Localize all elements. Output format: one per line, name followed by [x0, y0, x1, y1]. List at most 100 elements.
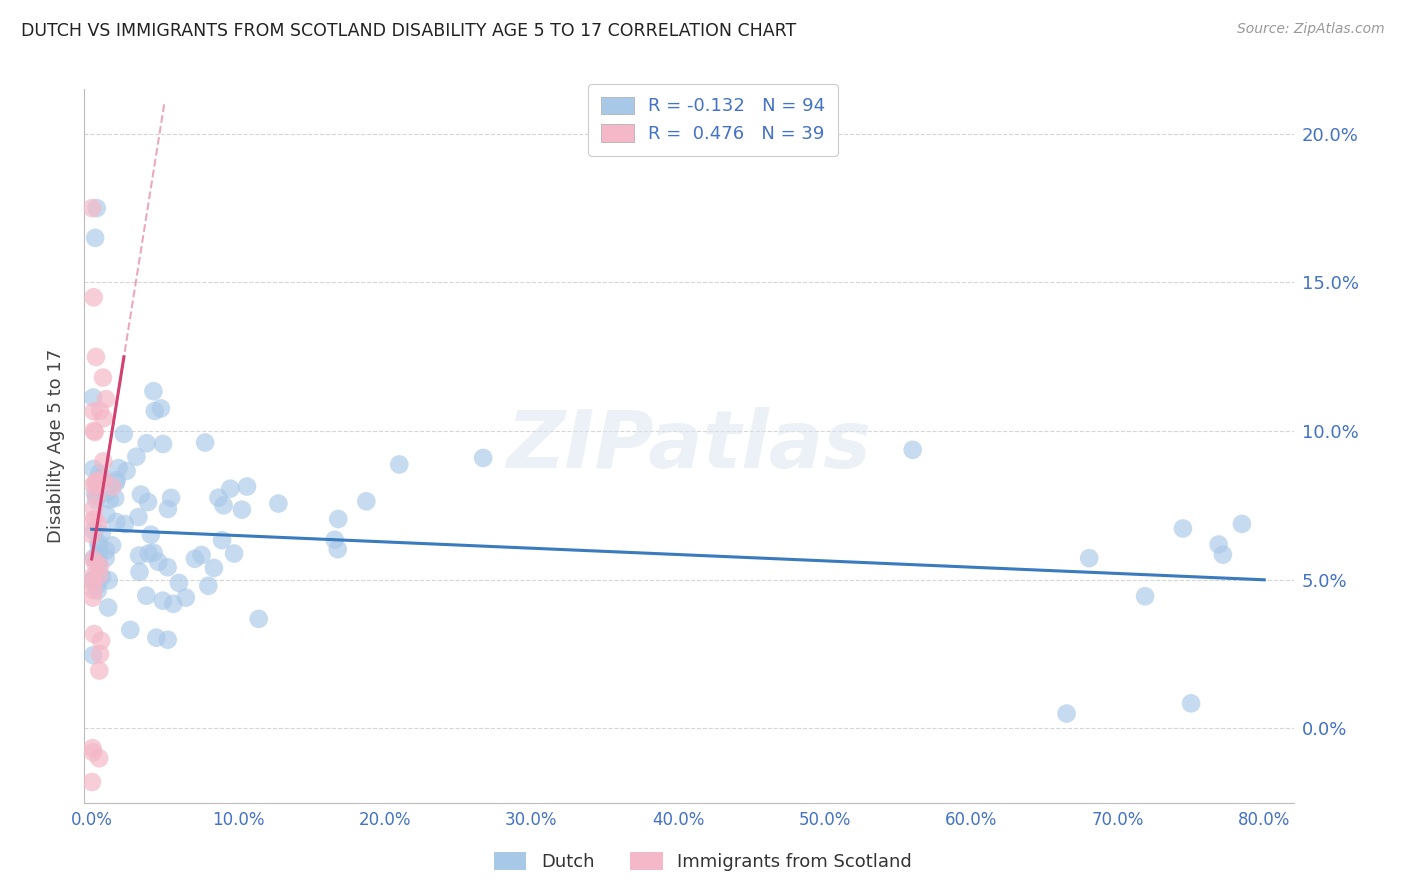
Point — [89, 647, 111, 661]
Point — [1180, 697, 1202, 711]
Point — [84, 489, 107, 503]
Point — [82, 575, 104, 590]
Point — [89, 569, 111, 583]
Text: Source: ZipAtlas.com: Source: ZipAtlas.com — [1237, 22, 1385, 37]
Point — [139, 527, 162, 541]
Text: DUTCH VS IMMIGRANTS FROM SCOTLAND DISABILITY AGE 5 TO 17 CORRELATION CHART: DUTCH VS IMMIGRANTS FROM SCOTLAND DISABI… — [21, 22, 796, 40]
Point — [86, 474, 108, 488]
Point — [83, 524, 105, 538]
Point — [84, 231, 107, 245]
Point — [83, 512, 105, 526]
Point — [97, 600, 120, 615]
Point — [1078, 551, 1101, 566]
Point — [83, 550, 105, 565]
Point — [202, 561, 225, 575]
Point — [94, 551, 117, 566]
Point — [91, 570, 114, 584]
Point — [87, 536, 110, 550]
Point — [87, 557, 110, 571]
Point — [82, 462, 104, 476]
Legend: R = -0.132   N = 94, R =  0.476   N = 39: R = -0.132 N = 94, R = 0.476 N = 39 — [589, 84, 838, 156]
Point — [87, 568, 110, 582]
Point — [388, 458, 411, 472]
Point — [328, 512, 350, 526]
Point — [86, 578, 108, 592]
Point — [901, 442, 924, 457]
Point — [135, 436, 157, 450]
Point — [267, 497, 290, 511]
Point — [145, 631, 167, 645]
Point — [87, 583, 110, 598]
Point — [82, 573, 104, 587]
Point — [91, 370, 114, 384]
Point — [1171, 522, 1194, 536]
Point — [135, 589, 157, 603]
Point — [83, 424, 105, 438]
Point — [211, 533, 233, 548]
Point — [120, 623, 142, 637]
Point — [96, 486, 118, 500]
Point — [105, 515, 128, 529]
Point — [156, 632, 179, 647]
Point — [84, 486, 107, 500]
Point — [89, 664, 111, 678]
Point — [89, 403, 111, 417]
Point — [97, 574, 120, 588]
Point — [156, 502, 179, 516]
Point — [190, 548, 212, 562]
Point — [472, 450, 495, 465]
Point — [107, 461, 129, 475]
Point — [98, 492, 121, 507]
Point — [149, 401, 172, 416]
Point — [142, 384, 165, 399]
Point — [219, 482, 242, 496]
Point — [207, 491, 229, 505]
Point — [142, 546, 165, 560]
Point — [89, 751, 111, 765]
Point — [90, 526, 112, 541]
Point — [82, 569, 104, 583]
Point — [101, 480, 124, 494]
Point — [143, 404, 166, 418]
Point — [112, 426, 135, 441]
Point — [194, 435, 217, 450]
Point — [87, 547, 110, 561]
Point — [125, 450, 148, 464]
Point — [174, 591, 197, 605]
Point — [160, 491, 183, 505]
Point — [83, 404, 105, 418]
Point — [91, 469, 114, 483]
Point — [82, 648, 104, 663]
Point — [83, 478, 105, 492]
Text: ZIPatlas: ZIPatlas — [506, 407, 872, 485]
Point — [83, 583, 105, 598]
Point — [105, 475, 128, 490]
Point — [1056, 706, 1078, 721]
Point — [89, 559, 111, 574]
Point — [115, 464, 138, 478]
Point — [80, 775, 103, 789]
Legend: Dutch, Immigrants from Scotland: Dutch, Immigrants from Scotland — [486, 846, 920, 879]
Point — [93, 411, 115, 425]
Point — [96, 508, 118, 522]
Point — [222, 547, 245, 561]
Point — [87, 517, 110, 532]
Point — [184, 551, 207, 566]
Point — [83, 572, 105, 586]
Point — [87, 539, 110, 553]
Point — [167, 576, 190, 591]
Point — [87, 481, 110, 495]
Point — [129, 487, 152, 501]
Point — [86, 478, 108, 492]
Point — [84, 350, 107, 364]
Point — [84, 475, 107, 490]
Point — [323, 533, 346, 547]
Point — [136, 495, 159, 509]
Point — [90, 633, 112, 648]
Point — [86, 201, 108, 215]
Y-axis label: Disability Age 5 to 17: Disability Age 5 to 17 — [46, 349, 65, 543]
Point — [80, 201, 103, 215]
Point — [83, 425, 105, 439]
Point — [197, 579, 219, 593]
Point — [104, 491, 127, 505]
